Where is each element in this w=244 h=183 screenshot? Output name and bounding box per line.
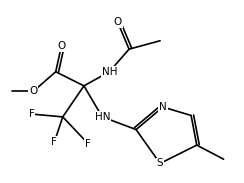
Text: F: F	[29, 109, 35, 119]
Text: F: F	[51, 137, 57, 147]
Text: NH: NH	[102, 67, 117, 77]
Text: S: S	[157, 158, 163, 168]
Text: N: N	[159, 102, 167, 112]
Text: O: O	[114, 17, 122, 27]
Text: O: O	[29, 87, 37, 96]
Text: O: O	[57, 41, 65, 51]
Text: F: F	[85, 139, 91, 149]
Text: O: O	[29, 87, 37, 96]
Text: HN: HN	[94, 112, 110, 122]
